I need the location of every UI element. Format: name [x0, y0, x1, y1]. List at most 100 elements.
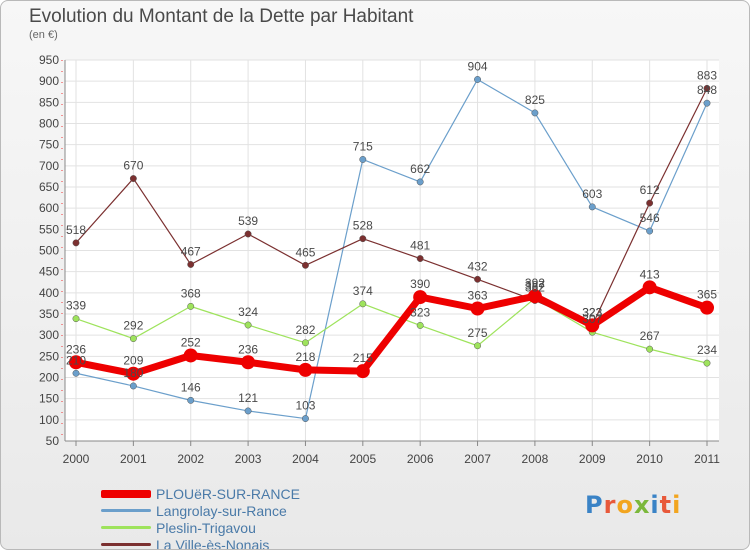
data-point	[642, 280, 657, 295]
legend-label: Pleslin-Trigavou	[156, 519, 256, 536]
x-tick-label: 2007	[464, 452, 491, 466]
data-label: 528	[353, 219, 373, 233]
data-label: 390	[410, 277, 430, 291]
y-tick-label: 650	[39, 180, 59, 194]
data-point	[187, 261, 195, 268]
y-tick-label: 300	[39, 328, 59, 342]
x-tick-label: 2003	[235, 452, 262, 466]
series-line	[72, 283, 711, 378]
data-label: 252	[181, 335, 201, 349]
x-tick-label: 2000	[63, 452, 90, 466]
data-label: 209	[123, 354, 143, 368]
data-point	[244, 407, 252, 415]
data-label: 307	[582, 312, 602, 326]
logo-letter: r	[603, 491, 617, 519]
x-tick-label: 2011	[694, 452, 720, 466]
data-point	[302, 415, 309, 423]
data-point	[588, 203, 596, 211]
data-label: 518	[66, 223, 86, 237]
chart-title: Evolution du Montant de la Dette par Hab…	[29, 6, 414, 27]
data-point	[69, 355, 83, 370]
legend-swatch	[101, 526, 151, 529]
data-point	[416, 178, 424, 186]
legend-item: Langrolay-sur-Rance	[101, 502, 300, 519]
legend-swatch	[101, 543, 151, 546]
data-point	[646, 199, 654, 207]
y-tick-label: 700	[39, 159, 59, 173]
data-point	[72, 369, 80, 377]
data-label: 465	[295, 245, 315, 259]
data-point	[474, 76, 481, 83]
data-label: 234	[697, 343, 717, 357]
data-label: 215	[353, 351, 373, 365]
data-point	[703, 359, 711, 367]
y-tick-label: 850	[39, 95, 59, 109]
data-point	[359, 235, 367, 243]
data-point	[187, 396, 195, 404]
legend-label: La Ville-ès-Nonais	[156, 536, 270, 550]
data-point	[470, 301, 485, 316]
y-tick-label: 800	[39, 117, 59, 131]
data-label: 275	[468, 326, 488, 340]
data-point	[302, 339, 309, 347]
y-tick-label: 750	[39, 138, 59, 152]
legend-item: La Ville-ès-Nonais	[101, 536, 300, 550]
y-tick-label: 50	[46, 434, 60, 448]
data-label: 365	[697, 288, 717, 302]
x-tick-label: 2010	[636, 452, 663, 466]
y-tick-label: 500	[39, 244, 59, 258]
y-tick-label: 900	[39, 74, 59, 88]
data-point	[244, 230, 252, 238]
data-label: 413	[640, 267, 660, 281]
data-label: 387	[525, 278, 545, 292]
data-label: 180	[123, 366, 143, 380]
data-label: 904	[468, 59, 488, 73]
data-label: 146	[181, 380, 201, 394]
y-tick-label: 400	[39, 286, 59, 300]
data-point	[126, 366, 141, 381]
data-point	[700, 300, 714, 315]
data-point	[703, 99, 711, 107]
data-label: 374	[353, 284, 373, 298]
data-point	[72, 315, 80, 323]
series-line	[75, 78, 708, 420]
data-label: 848	[697, 83, 717, 97]
data-point	[646, 345, 654, 353]
logo-letter: i	[650, 491, 660, 519]
data-point	[413, 290, 428, 305]
data-label: 323	[410, 305, 430, 319]
data-point	[416, 321, 424, 329]
data-point	[302, 261, 309, 269]
y-tick-label: 350	[39, 307, 59, 321]
data-point	[72, 239, 80, 247]
data-point	[474, 275, 481, 283]
legend-label: Langrolay-sur-Rance	[156, 502, 287, 519]
data-point	[298, 362, 313, 377]
data-point	[129, 382, 137, 390]
data-label: 825	[525, 93, 545, 107]
series-line	[75, 297, 708, 364]
x-tick-label: 2004	[292, 452, 319, 466]
data-label: 662	[410, 162, 430, 176]
data-point	[527, 289, 542, 304]
data-point	[355, 364, 370, 379]
y-tick-label: 950	[39, 53, 59, 67]
x-tick-label: 2005	[349, 452, 376, 466]
x-tick-label: 2001	[120, 452, 147, 466]
data-label: 368	[181, 286, 201, 300]
data-label: 218	[295, 350, 315, 364]
data-label: 603	[582, 187, 602, 201]
data-label: 392	[525, 276, 545, 290]
data-point	[416, 255, 424, 262]
logo-letter: t	[659, 491, 673, 519]
y-tick-label: 150	[39, 392, 59, 406]
x-tick-label: 2009	[579, 452, 606, 466]
data-label: 267	[640, 329, 660, 343]
logo-letter: o	[616, 491, 634, 519]
legend-swatch	[101, 489, 151, 498]
proxiti-logo: Proxiti	[585, 491, 681, 519]
logo-letter: P	[585, 491, 604, 519]
data-label: 467	[181, 244, 201, 258]
